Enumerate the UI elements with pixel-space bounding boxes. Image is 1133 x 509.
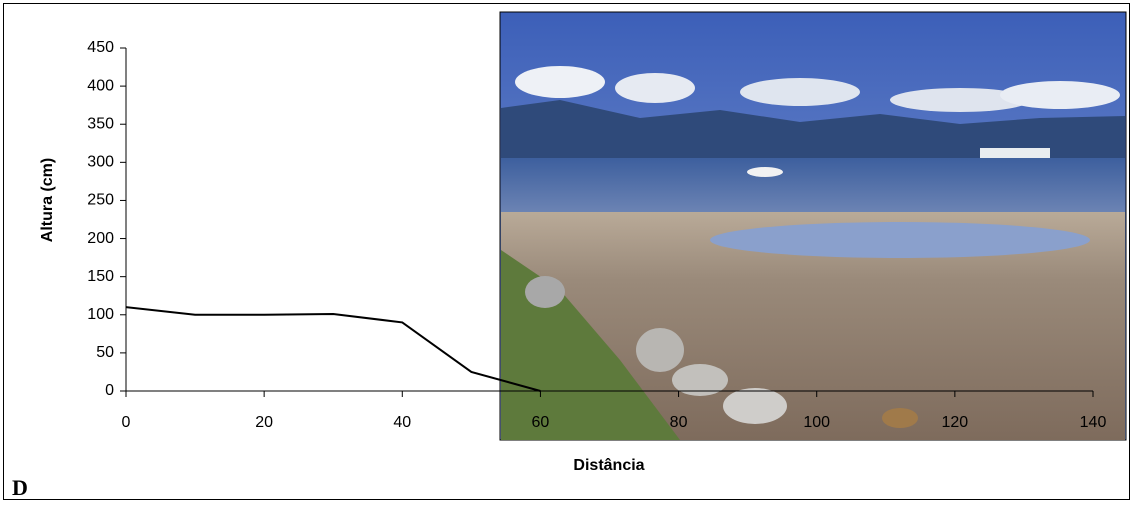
x-tick-label: 140 [1080, 414, 1107, 431]
y-tick-label: 150 [87, 268, 114, 285]
x-tick-label: 0 [122, 414, 131, 431]
y-axis-label: Altura (cm) [39, 158, 56, 242]
x-axis-label: Distância [573, 457, 644, 474]
y-tick-label: 250 [87, 192, 114, 209]
panel-label: D [12, 475, 28, 500]
photo [499, 11, 1127, 441]
x-tick-label: 20 [255, 414, 273, 431]
x-tick-label: 100 [803, 414, 830, 431]
y-tick-label: 0 [105, 382, 114, 399]
x-tick-label: 80 [670, 414, 688, 431]
line [125, 306, 541, 392]
y-tick-label: 400 [87, 77, 114, 94]
x-tick-label: 120 [942, 414, 969, 431]
y-tick-label: 300 [87, 154, 114, 171]
x-tick-label: 60 [532, 414, 550, 431]
y-tick-label: 200 [87, 230, 114, 247]
x-tick-label: 40 [393, 414, 411, 431]
y-tick-label: 50 [96, 344, 114, 361]
y-tick-label: 450 [87, 39, 114, 56]
y-tick-label: 100 [87, 306, 114, 323]
y-tick-label: 350 [87, 115, 114, 132]
